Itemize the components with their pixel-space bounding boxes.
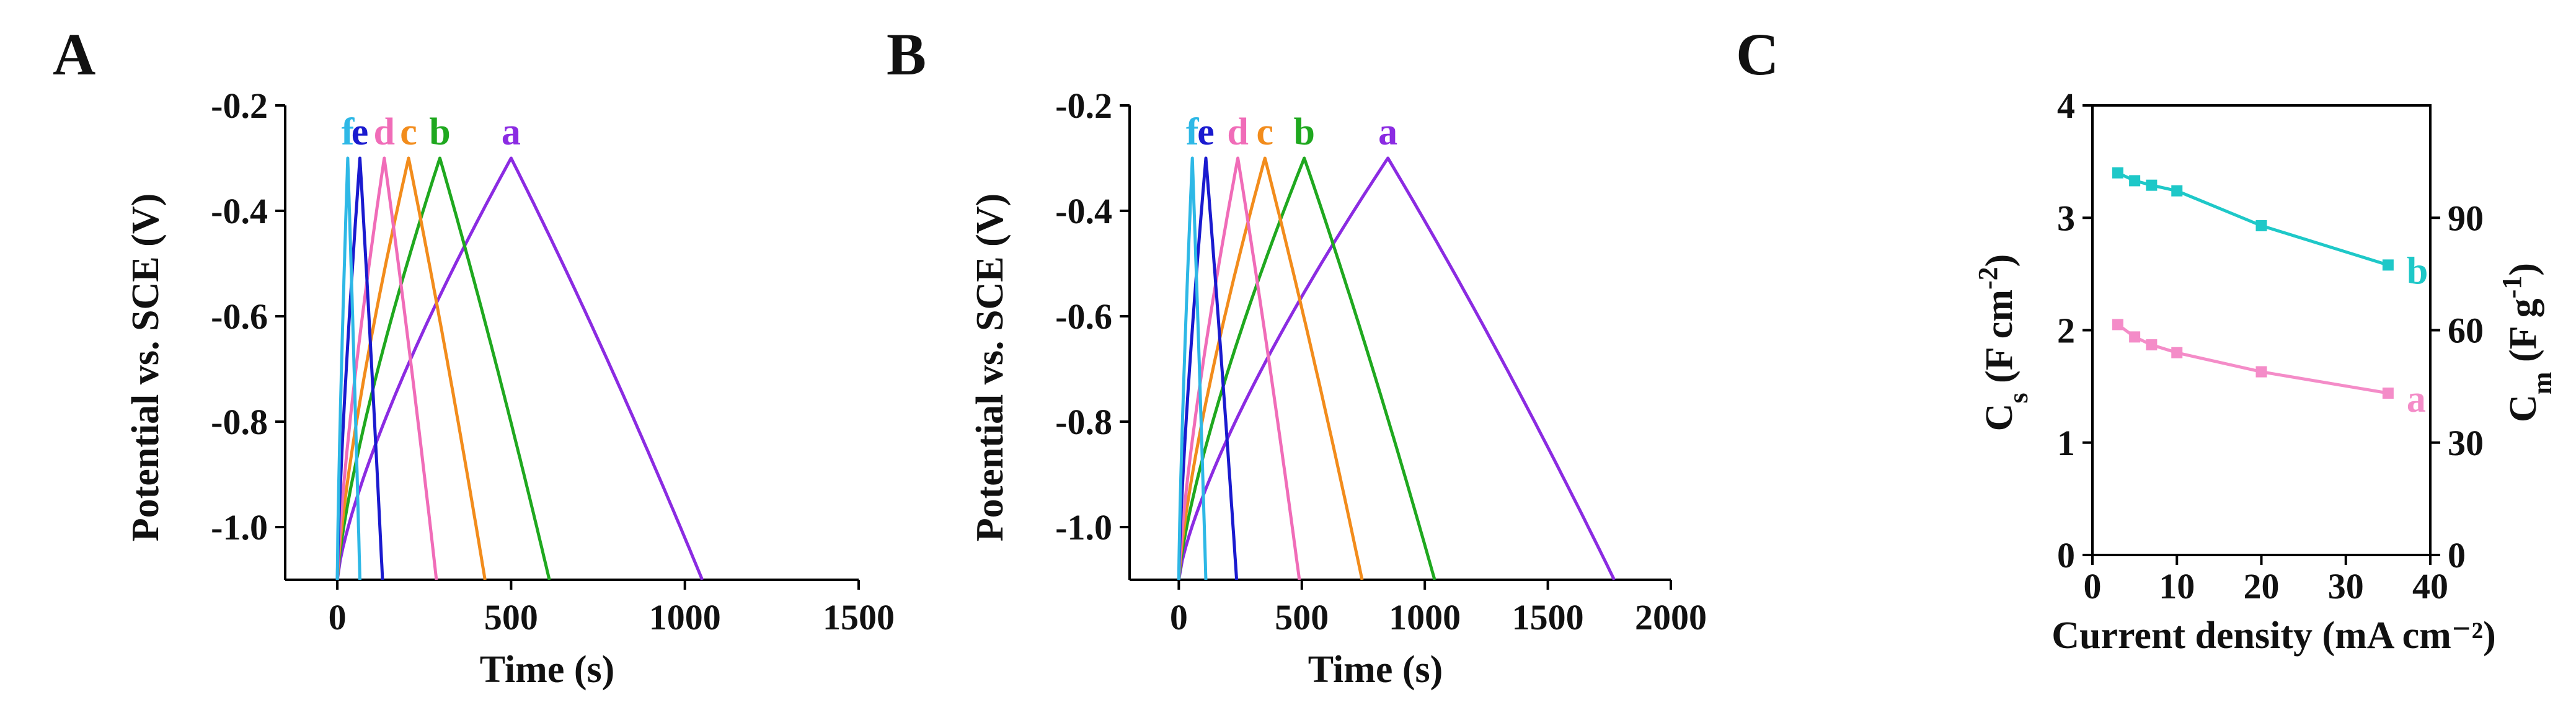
chart-a: 0 500 1000 1500 -0.2 -0.4 -0.6 -0.8 -1.0 Time (s)… bbox=[125, 86, 895, 691]
y-axis-label-right-paren: ) bbox=[2502, 263, 2544, 276]
y-axis-label-left-part: -2 bbox=[1973, 267, 2003, 290]
x-axis-label: Current density (mA cm⁻²) bbox=[2052, 615, 2496, 657]
series-label-e: e bbox=[1197, 111, 1215, 153]
y-tick-label: -0.2 bbox=[211, 86, 268, 126]
series-line-b bbox=[2117, 171, 2389, 267]
x-tick-label: 20 bbox=[2244, 566, 2280, 606]
y-axis-label-right-part: C bbox=[2502, 394, 2544, 422]
y-axis-label-right-part: m bbox=[2527, 372, 2557, 395]
plot-frame bbox=[2091, 104, 2432, 556]
data-point-b bbox=[2255, 220, 2267, 231]
series-label-e: e bbox=[352, 111, 369, 153]
series-line-c bbox=[1177, 156, 1364, 580]
series-label-d: d bbox=[1227, 111, 1248, 153]
x-axis-label: Time (s) bbox=[1308, 649, 1443, 691]
x-tick-label: 0 bbox=[1170, 597, 1188, 637]
x-tick-label: 1500 bbox=[823, 597, 895, 637]
x-tick-label: 500 bbox=[1275, 597, 1329, 637]
y-tick-label: -0.4 bbox=[1055, 191, 1112, 231]
data-point-a bbox=[2255, 366, 2267, 378]
y-axis-label-left-part: C bbox=[1978, 404, 2021, 432]
series-line-e bbox=[1177, 156, 1239, 580]
data-point-a bbox=[2146, 339, 2158, 351]
series-label-a: a bbox=[502, 111, 521, 153]
y-tick-label: 1 bbox=[2057, 423, 2075, 463]
series-label-d: d bbox=[374, 111, 395, 153]
y-axis-label-left-paren: ) bbox=[1978, 254, 2021, 267]
series-label-a: a bbox=[1378, 111, 1397, 153]
data-point-a bbox=[2112, 319, 2123, 331]
y-tick-label: 2 bbox=[2057, 311, 2075, 351]
series-label-a: a bbox=[2407, 378, 2426, 420]
y-tick-label: 0 bbox=[2057, 535, 2075, 575]
series-label-b: b bbox=[2407, 250, 2428, 292]
x-tick-label: 40 bbox=[2412, 566, 2448, 606]
y-tick-label: -1.0 bbox=[211, 507, 268, 548]
y-tick-label: 4 bbox=[2057, 86, 2075, 126]
y-right-tick-label: 30 bbox=[2448, 423, 2484, 463]
series-line-f bbox=[1177, 156, 1208, 580]
series-line-e bbox=[335, 156, 384, 580]
data-point-b bbox=[2112, 167, 2123, 179]
y-tick-label: -0.8 bbox=[211, 402, 268, 442]
series-line-a bbox=[1177, 156, 1616, 581]
y-right-tick-label: 90 bbox=[2448, 198, 2484, 238]
series-line-f bbox=[335, 156, 361, 580]
y-axis-label-right: Cm (F g-1) bbox=[2497, 263, 2557, 422]
data-point-b bbox=[2129, 175, 2141, 187]
x-tick-label: 30 bbox=[2328, 566, 2364, 606]
series-line-d bbox=[1177, 156, 1301, 580]
data-point-b bbox=[2382, 259, 2394, 271]
y-axis-label-right-part: (F g bbox=[2502, 298, 2544, 371]
x-tick-label: 10 bbox=[2159, 566, 2195, 606]
data-point-a bbox=[2171, 347, 2183, 358]
series-line-b bbox=[1177, 156, 1436, 580]
x-tick-label: 1000 bbox=[649, 597, 721, 637]
series-label-f: f bbox=[1186, 111, 1200, 153]
chart-b: 0 500 1000 1500 2000 -0.2 -0.4 -0.6 -0.8 -1.0 Time… bbox=[969, 86, 1707, 691]
series-label-b: b bbox=[429, 111, 450, 153]
series-label-c: c bbox=[1256, 111, 1273, 153]
series-line-c bbox=[335, 156, 487, 580]
y-axis-label-left: Cs (F cm-2) bbox=[1973, 254, 2034, 432]
y-axis-label-right-part: -1 bbox=[2497, 276, 2527, 299]
panel-letter-c: C bbox=[1736, 21, 1779, 87]
y-tick-label: -1.0 bbox=[1055, 507, 1112, 548]
y-axis-label: Potential vs. SCE (V) bbox=[969, 193, 1011, 541]
x-axis-label: Time (s) bbox=[480, 649, 615, 691]
y-right-tick-label: 0 bbox=[2448, 535, 2466, 575]
y-axis-label-left-part: s bbox=[2003, 393, 2034, 403]
series-line-a bbox=[335, 156, 704, 580]
y-right-tick-label: 60 bbox=[2448, 311, 2484, 351]
data-point-a bbox=[2382, 388, 2394, 399]
y-tick-label: -0.6 bbox=[211, 296, 268, 337]
y-axis-label-left-part: (F cm bbox=[1978, 290, 2021, 393]
series-line-b bbox=[335, 156, 551, 580]
x-tick-label: 1500 bbox=[1512, 597, 1584, 637]
data-point-b bbox=[2171, 185, 2183, 197]
x-tick-label: 2000 bbox=[1635, 597, 1707, 637]
data-point-a bbox=[2129, 331, 2141, 343]
panel-letter-a: A bbox=[53, 21, 95, 87]
series-label-c: c bbox=[400, 111, 417, 153]
series-label-b: b bbox=[1293, 111, 1314, 153]
y-tick-label: -0.8 bbox=[1055, 402, 1112, 442]
series-label-f: f bbox=[342, 111, 355, 153]
data-point-b bbox=[2146, 179, 2158, 191]
y-tick-label: -0.2 bbox=[1055, 86, 1112, 126]
y-tick-label: -0.4 bbox=[211, 191, 268, 231]
x-tick-label: 0 bbox=[2084, 566, 2102, 606]
series-line-a bbox=[2117, 323, 2389, 395]
x-tick-label: 0 bbox=[329, 597, 347, 637]
y-tick-label: 3 bbox=[2057, 198, 2075, 238]
x-tick-label: 1000 bbox=[1389, 597, 1461, 637]
series-line-d bbox=[335, 156, 438, 580]
y-axis-label: Potential vs. SCE (V) bbox=[125, 193, 167, 541]
y-tick-label: -0.6 bbox=[1055, 296, 1112, 337]
panel-letter-b: B bbox=[887, 21, 926, 87]
x-tick-label: 500 bbox=[484, 597, 538, 637]
